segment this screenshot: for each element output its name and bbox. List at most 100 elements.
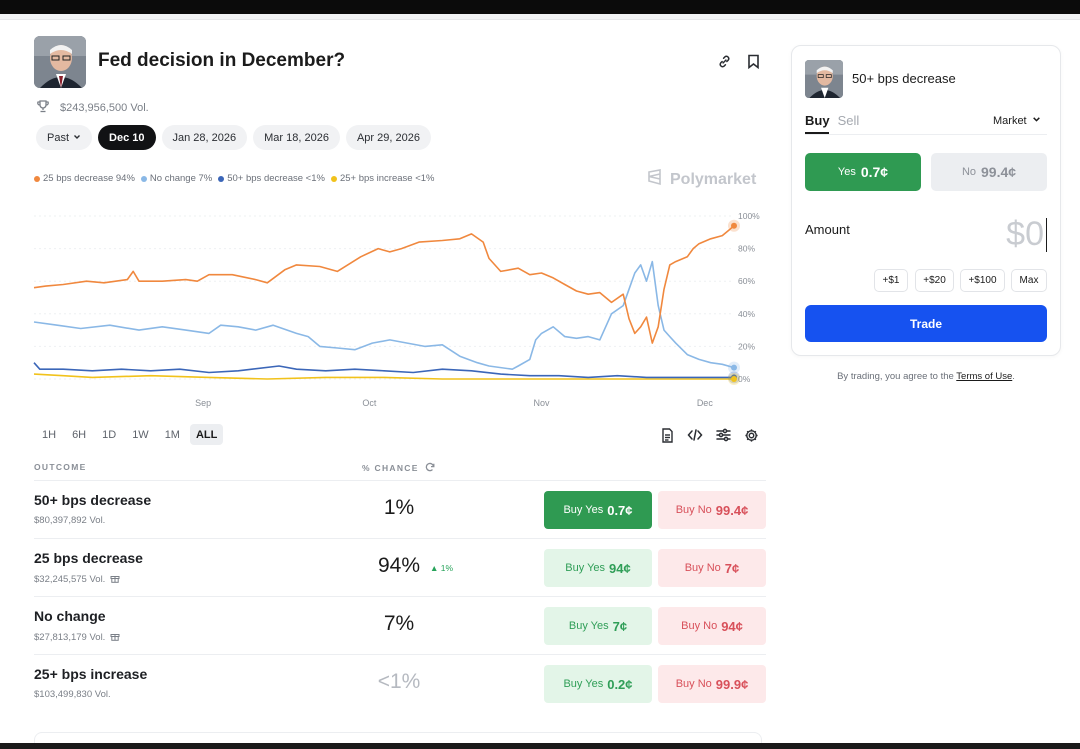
buy-yes-price: 0.2¢ (607, 676, 633, 692)
quick-add-max-button[interactable]: Max (1011, 269, 1047, 292)
buy-yes-button[interactable]: Buy Yes 94¢ (544, 549, 652, 587)
range-1w[interactable]: 1W (132, 428, 149, 441)
series-line (33, 260, 735, 370)
date-pill-dec-10[interactable]: Dec 10 (98, 125, 156, 150)
terms-notice: By trading, you agree to the Terms of Us… (791, 371, 1061, 382)
legend-label: 25 bps decrease 94% (43, 173, 135, 184)
tab-buy[interactable]: Buy (805, 113, 830, 128)
trade-tabs: Buy Sell (805, 113, 859, 128)
outcome-row-50-bps-decrease[interactable]: 50+ bps decrease $80,397,892 Vol. 1% Buy… (34, 480, 766, 538)
outcome-name: 25+ bps increase (34, 666, 148, 682)
buy-no-button[interactable]: Buy No 99.4¢ (658, 491, 766, 529)
outcome-volume: $103,499,830 Vol. (34, 689, 111, 700)
legend-item: 25+ bps increase <1% (330, 173, 435, 184)
screen-bottom-edge (0, 743, 1080, 749)
quick-add-1-button[interactable]: +$1 (874, 269, 908, 292)
quick-add-100-button[interactable]: +$100 (960, 269, 1005, 292)
outcome-volume-text: $27,813,179 Vol. (34, 632, 106, 643)
y-tick-label: 40% (738, 309, 755, 319)
x-tick-label: Sep (195, 398, 211, 408)
embed-code-icon[interactable] (686, 426, 704, 444)
date-pill-past[interactable]: Past (36, 125, 93, 150)
outcome-volume: $32,245,575 Vol. (34, 573, 120, 586)
outcome-row-25-bps-increase[interactable]: 25+ bps increase $103,499,830 Vol. <1% B… (34, 654, 766, 712)
chance-change: ▲ 1% (430, 563, 454, 573)
trade-button[interactable]: Trade (805, 305, 1047, 342)
buy-no-button[interactable]: Buy No 7¢ (658, 549, 766, 587)
trophy-icon (36, 99, 50, 116)
legend-item: 50+ bps decrease <1% (218, 173, 325, 184)
terms-suffix: . (1012, 371, 1015, 382)
date-pill-apr-29-2026[interactable]: Apr 29, 2026 (345, 125, 431, 150)
date-pill-jan-28-2026[interactable]: Jan 28, 2026 (161, 125, 248, 150)
y-tick-label: 60% (738, 276, 755, 286)
buy-no-button[interactable]: Buy No 99.9¢ (658, 665, 766, 703)
buy-yes-label: Buy Yes (568, 620, 609, 632)
chevron-down-icon (73, 132, 81, 144)
outcome-row-25-bps-decrease[interactable]: 25 bps decrease $32,245,575 Vol. 94% ▲ 1… (34, 538, 766, 596)
date-pills: Past Dec 10 Jan 28, 2026 Mar 18, 2026 Ap… (36, 125, 431, 150)
tab-sell[interactable]: Sell (837, 113, 860, 128)
y-tick-label: 20% (738, 341, 755, 351)
chart-tools (658, 426, 760, 444)
gear-icon[interactable] (742, 426, 760, 444)
browser-sub-bar (0, 14, 1080, 20)
buy-no-price: 99.4¢ (715, 502, 749, 518)
browser-top-bar (0, 0, 1080, 14)
tab-active-indicator (805, 132, 829, 134)
buy-yes-price: 94¢ (609, 560, 631, 576)
chance-column-header: % CHANCE (362, 462, 435, 474)
legend-dot (330, 175, 337, 182)
market-title: Fed decision in December? (98, 50, 346, 71)
price-history-chart[interactable]: 100% 80% 60% 40% 20% 0% Sep Oct Nov Dec (30, 205, 770, 415)
buy-yes-button[interactable]: Buy Yes 7¢ (544, 607, 652, 645)
date-pill-label: Past (47, 131, 70, 144)
date-pill-mar-18-2026[interactable]: Mar 18, 2026 (253, 125, 340, 150)
text-caret (1046, 218, 1047, 252)
no-outcome-button[interactable]: No 99.4¢ (931, 153, 1047, 191)
yes-outcome-button[interactable]: Yes 0.7¢ (805, 153, 921, 191)
outcome-row-no-change[interactable]: No change $27,813,179 Vol. 7% Buy Yes 7¢ … (34, 596, 766, 654)
buy-no-price: 94¢ (721, 618, 743, 634)
amount-input[interactable] (942, 214, 1046, 254)
outcome-chance: <1% (377, 670, 421, 693)
market-volume: $243,956,500 Vol. (60, 101, 149, 114)
series-end-point (731, 376, 737, 382)
range-1d[interactable]: 1D (102, 428, 117, 441)
yes-label: Yes (837, 166, 856, 178)
bookmark-icon[interactable] (744, 52, 762, 70)
gift-icon (110, 573, 120, 586)
outcome-volume-text: $32,245,575 Vol. (34, 574, 106, 585)
x-tick-label: Oct (362, 398, 377, 408)
chevron-down-icon (1032, 115, 1041, 127)
yes-price: 0.7¢ (860, 164, 889, 180)
market-volume-row: $243,956,500 Vol. (36, 99, 149, 116)
legend-label: 25+ bps increase <1% (339, 173, 435, 184)
order-type-label: Market (993, 115, 1027, 127)
time-range-selector: 1H 6H 1D 1W 1M ALL (36, 424, 224, 445)
sliders-icon[interactable] (714, 426, 732, 444)
quick-add-20-button[interactable]: +$20 (915, 269, 954, 292)
tab-divider (805, 134, 1047, 135)
legend-item: 25 bps decrease 94% (34, 173, 135, 184)
buy-yes-button[interactable]: Buy Yes 0.7¢ (544, 491, 652, 529)
legend-dot (218, 175, 225, 182)
range-1m[interactable]: 1M (164, 428, 180, 441)
legend-dot (34, 175, 40, 182)
buy-no-button[interactable]: Buy No 94¢ (658, 607, 766, 645)
outcome-volume: $27,813,179 Vol. (34, 631, 120, 644)
range-6h[interactable]: 6H (72, 428, 87, 441)
range-all[interactable]: ALL (189, 424, 224, 445)
order-type-select[interactable]: Market (993, 115, 1041, 127)
refresh-icon[interactable] (425, 462, 435, 474)
polymarket-brand-text: Polymarket (670, 170, 757, 188)
range-1h[interactable]: 1H (42, 428, 57, 441)
link-icon[interactable] (715, 52, 733, 70)
outcome-avatar (805, 60, 843, 98)
terms-of-use-link[interactable]: Terms of Use (956, 371, 1013, 382)
gift-icon (110, 631, 120, 644)
document-icon[interactable] (658, 426, 676, 444)
buy-yes-button[interactable]: Buy Yes 0.2¢ (544, 665, 652, 703)
y-tick-label: 100% (738, 211, 760, 221)
polymarket-logo-icon (646, 168, 664, 191)
